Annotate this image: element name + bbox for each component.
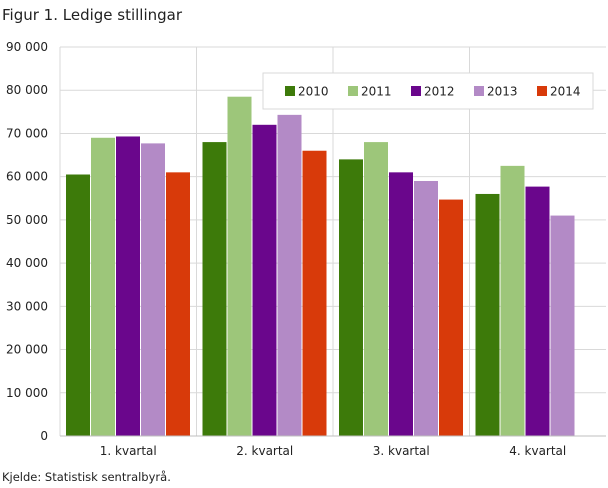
y-tick-label: 20 000	[6, 343, 48, 357]
legend-label-2013: 2013	[487, 85, 518, 99]
y-tick-label: 60 000	[6, 170, 48, 184]
axes: 0 10 000 20 000 30 000 40 000 50 000 60 000 70 …	[6, 40, 606, 458]
legend-label-2011: 2011	[361, 85, 392, 99]
source-note: Kjelde: Statistisk sentralbyrå.	[2, 470, 171, 484]
bars	[66, 96, 575, 437]
bar-2014-2	[302, 150, 327, 436]
bar-2011-4	[500, 165, 525, 436]
legend-swatch-2014	[537, 86, 547, 96]
bar-2011-2	[227, 96, 252, 436]
y-tick-label: 80 000	[6, 83, 48, 97]
legend-swatch-2011	[348, 86, 358, 96]
legend-label-2012: 2012	[424, 85, 455, 99]
bar-2010-2	[202, 142, 227, 437]
legend: 2010 2011 2012 2013 2014	[262, 72, 594, 110]
legend-swatch-2010	[285, 86, 295, 96]
bar-2010-1	[66, 174, 90, 436]
bar-2012-4	[525, 186, 550, 436]
bar-2012-3	[389, 172, 413, 436]
x-tick-label: 2. kvartal	[236, 444, 293, 458]
y-tick-label: 40 000	[6, 256, 48, 270]
bar-2014-1	[166, 172, 190, 436]
x-tick-label: 4. kvartal	[509, 444, 566, 458]
bar-2014-3	[439, 199, 463, 436]
legend-swatch-2012	[411, 86, 421, 96]
legend-label-2010: 2010	[298, 85, 329, 99]
y-tick-label: 0	[40, 429, 48, 443]
bar-2011-1	[91, 137, 115, 436]
bar-2011-3	[364, 142, 388, 437]
y-tick-label: 30 000	[6, 299, 48, 313]
bar-2013-4	[550, 215, 575, 436]
y-tick-label: 90 000	[6, 40, 48, 54]
bar-2010-3	[339, 159, 363, 436]
bar-2010-4	[475, 193, 500, 436]
y-tick-label: 50 000	[6, 213, 48, 227]
bar-2012-2	[252, 124, 277, 437]
chart-title: Figur 1. Ledige stillingar	[2, 6, 183, 24]
x-tick-label: 1. kvartal	[100, 444, 157, 458]
legend-swatch-2013	[474, 86, 484, 96]
bar-2013-2	[277, 114, 302, 436]
legend-label-2014: 2014	[550, 85, 581, 99]
bar-2012-1	[116, 136, 140, 436]
y-tick-label: 10 000	[6, 386, 48, 400]
y-tick-label: 70 000	[6, 126, 48, 140]
bar-2013-1	[141, 143, 165, 436]
bar-2013-3	[414, 180, 438, 436]
x-tick-label: 3. kvartal	[373, 444, 430, 458]
